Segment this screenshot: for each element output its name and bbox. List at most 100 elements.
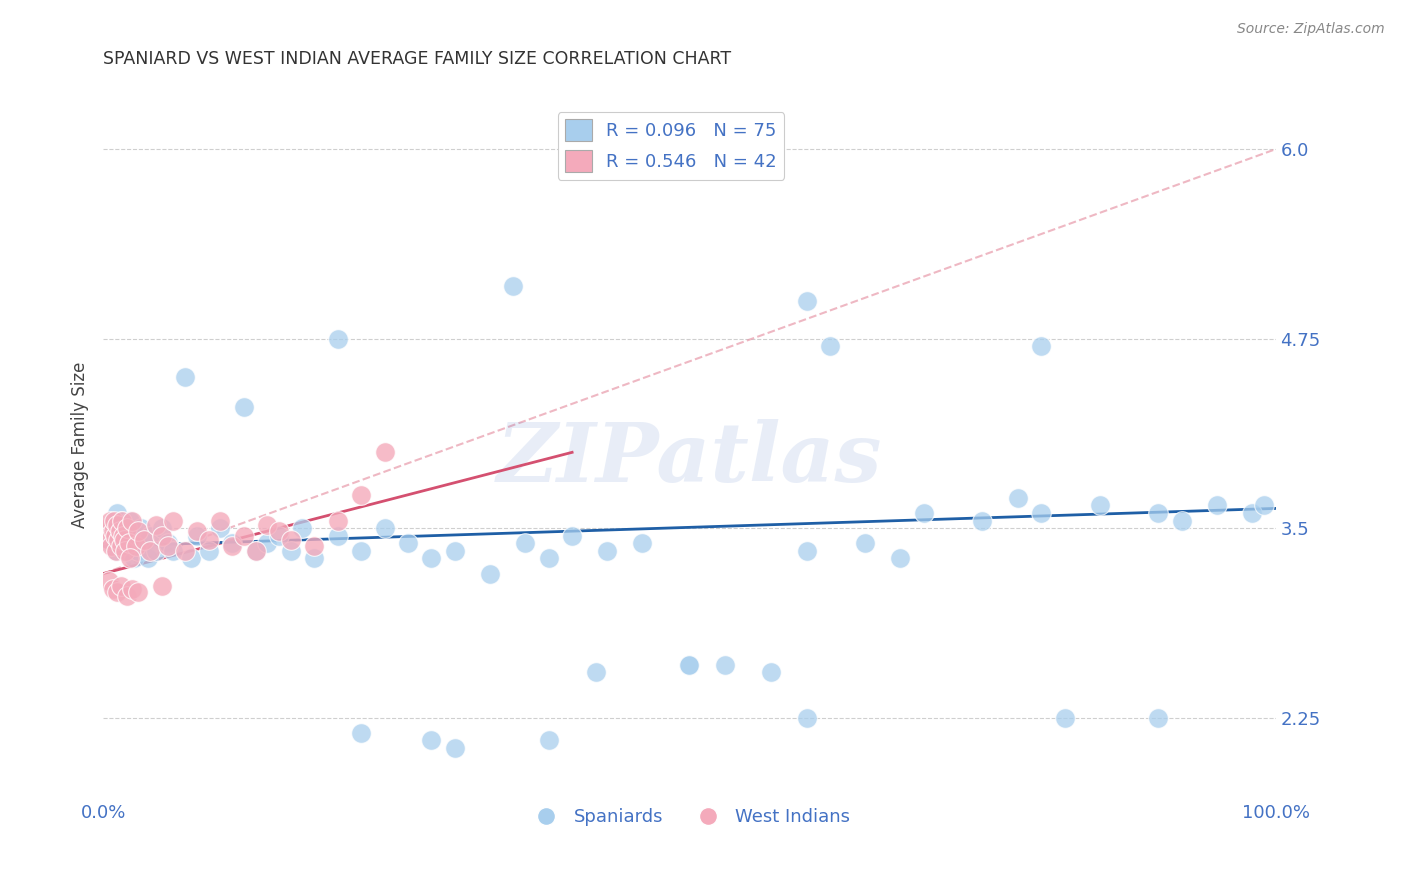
Point (420, 551, 443, 566)
Point (186, 529, 208, 543)
Point (127, 524, 149, 538)
Point (256, 536, 278, 550)
Point (120, 551, 142, 566)
Point (96, 521, 118, 535)
Point (114, 529, 136, 543)
Point (105, 518, 128, 533)
Point (100, 539, 122, 553)
Point (111, 524, 134, 538)
Point (420, 733, 443, 747)
Point (115, 521, 138, 535)
Point (110, 514, 132, 528)
Point (122, 551, 145, 566)
Point (256, 518, 278, 533)
Point (112, 518, 135, 533)
Point (1088, 499, 1111, 513)
Point (121, 582, 143, 596)
Point (104, 529, 127, 543)
Point (796, 293, 818, 308)
Point (114, 544, 136, 558)
Point (145, 518, 167, 533)
Point (209, 514, 232, 528)
Point (112, 529, 135, 543)
Point (98, 533, 121, 548)
Point (280, 533, 302, 548)
Point (105, 584, 128, 599)
Point (139, 544, 162, 558)
Point (108, 524, 131, 538)
Point (232, 529, 254, 543)
Point (101, 524, 124, 538)
Point (818, 339, 841, 353)
Point (444, 544, 467, 558)
Point (444, 740, 467, 755)
Point (120, 514, 142, 528)
Point (107, 521, 129, 535)
Point (585, 665, 607, 679)
Point (515, 536, 537, 550)
Point (267, 524, 290, 538)
Point (134, 536, 156, 550)
Point (115, 533, 138, 548)
Point (127, 544, 149, 558)
Point (678, 657, 700, 672)
Point (713, 657, 735, 672)
Point (101, 582, 124, 596)
Point (232, 400, 254, 414)
Point (112, 539, 135, 553)
Point (350, 725, 373, 739)
Point (101, 514, 124, 528)
Point (561, 529, 583, 543)
Point (136, 551, 159, 566)
Point (150, 529, 173, 543)
Point (121, 514, 143, 528)
Point (326, 514, 349, 528)
Point (118, 536, 141, 550)
Point (111, 514, 134, 528)
Point (280, 544, 302, 558)
Point (373, 521, 395, 535)
Point (373, 445, 395, 459)
Point (180, 551, 202, 566)
Point (889, 551, 911, 566)
Y-axis label: Average Family Size: Average Family Size (72, 361, 89, 528)
Point (162, 544, 184, 558)
Point (129, 521, 152, 535)
Point (105, 544, 128, 558)
Point (108, 533, 131, 548)
Point (125, 529, 148, 543)
Point (112, 533, 135, 548)
Point (139, 529, 162, 543)
Point (245, 544, 267, 558)
Point (1241, 506, 1264, 520)
Point (326, 332, 349, 346)
Point (100, 536, 122, 550)
Point (104, 529, 127, 543)
Point (162, 514, 184, 528)
Point (1253, 499, 1275, 513)
Point (117, 544, 139, 558)
Legend: Spaniards, West Indians: Spaniards, West Indians (522, 801, 858, 833)
Text: SPANIARD VS WEST INDIAN AVERAGE FAMILY SIZE CORRELATION CHART: SPANIARD VS WEST INDIAN AVERAGE FAMILY S… (103, 50, 731, 69)
Point (110, 539, 132, 553)
Point (302, 551, 325, 566)
Point (145, 544, 167, 558)
Point (1171, 514, 1194, 528)
Point (302, 539, 325, 553)
Point (479, 566, 502, 581)
Point (291, 521, 314, 535)
Point (156, 536, 179, 550)
Point (972, 514, 994, 528)
Point (502, 278, 524, 293)
Point (105, 544, 128, 558)
Point (121, 536, 143, 550)
Point (221, 536, 243, 550)
Point (1147, 710, 1170, 724)
Point (209, 521, 232, 535)
Point (98, 574, 121, 589)
Point (197, 544, 219, 558)
Point (1053, 710, 1076, 724)
Point (186, 524, 208, 538)
Point (1029, 339, 1052, 353)
Point (127, 584, 149, 599)
